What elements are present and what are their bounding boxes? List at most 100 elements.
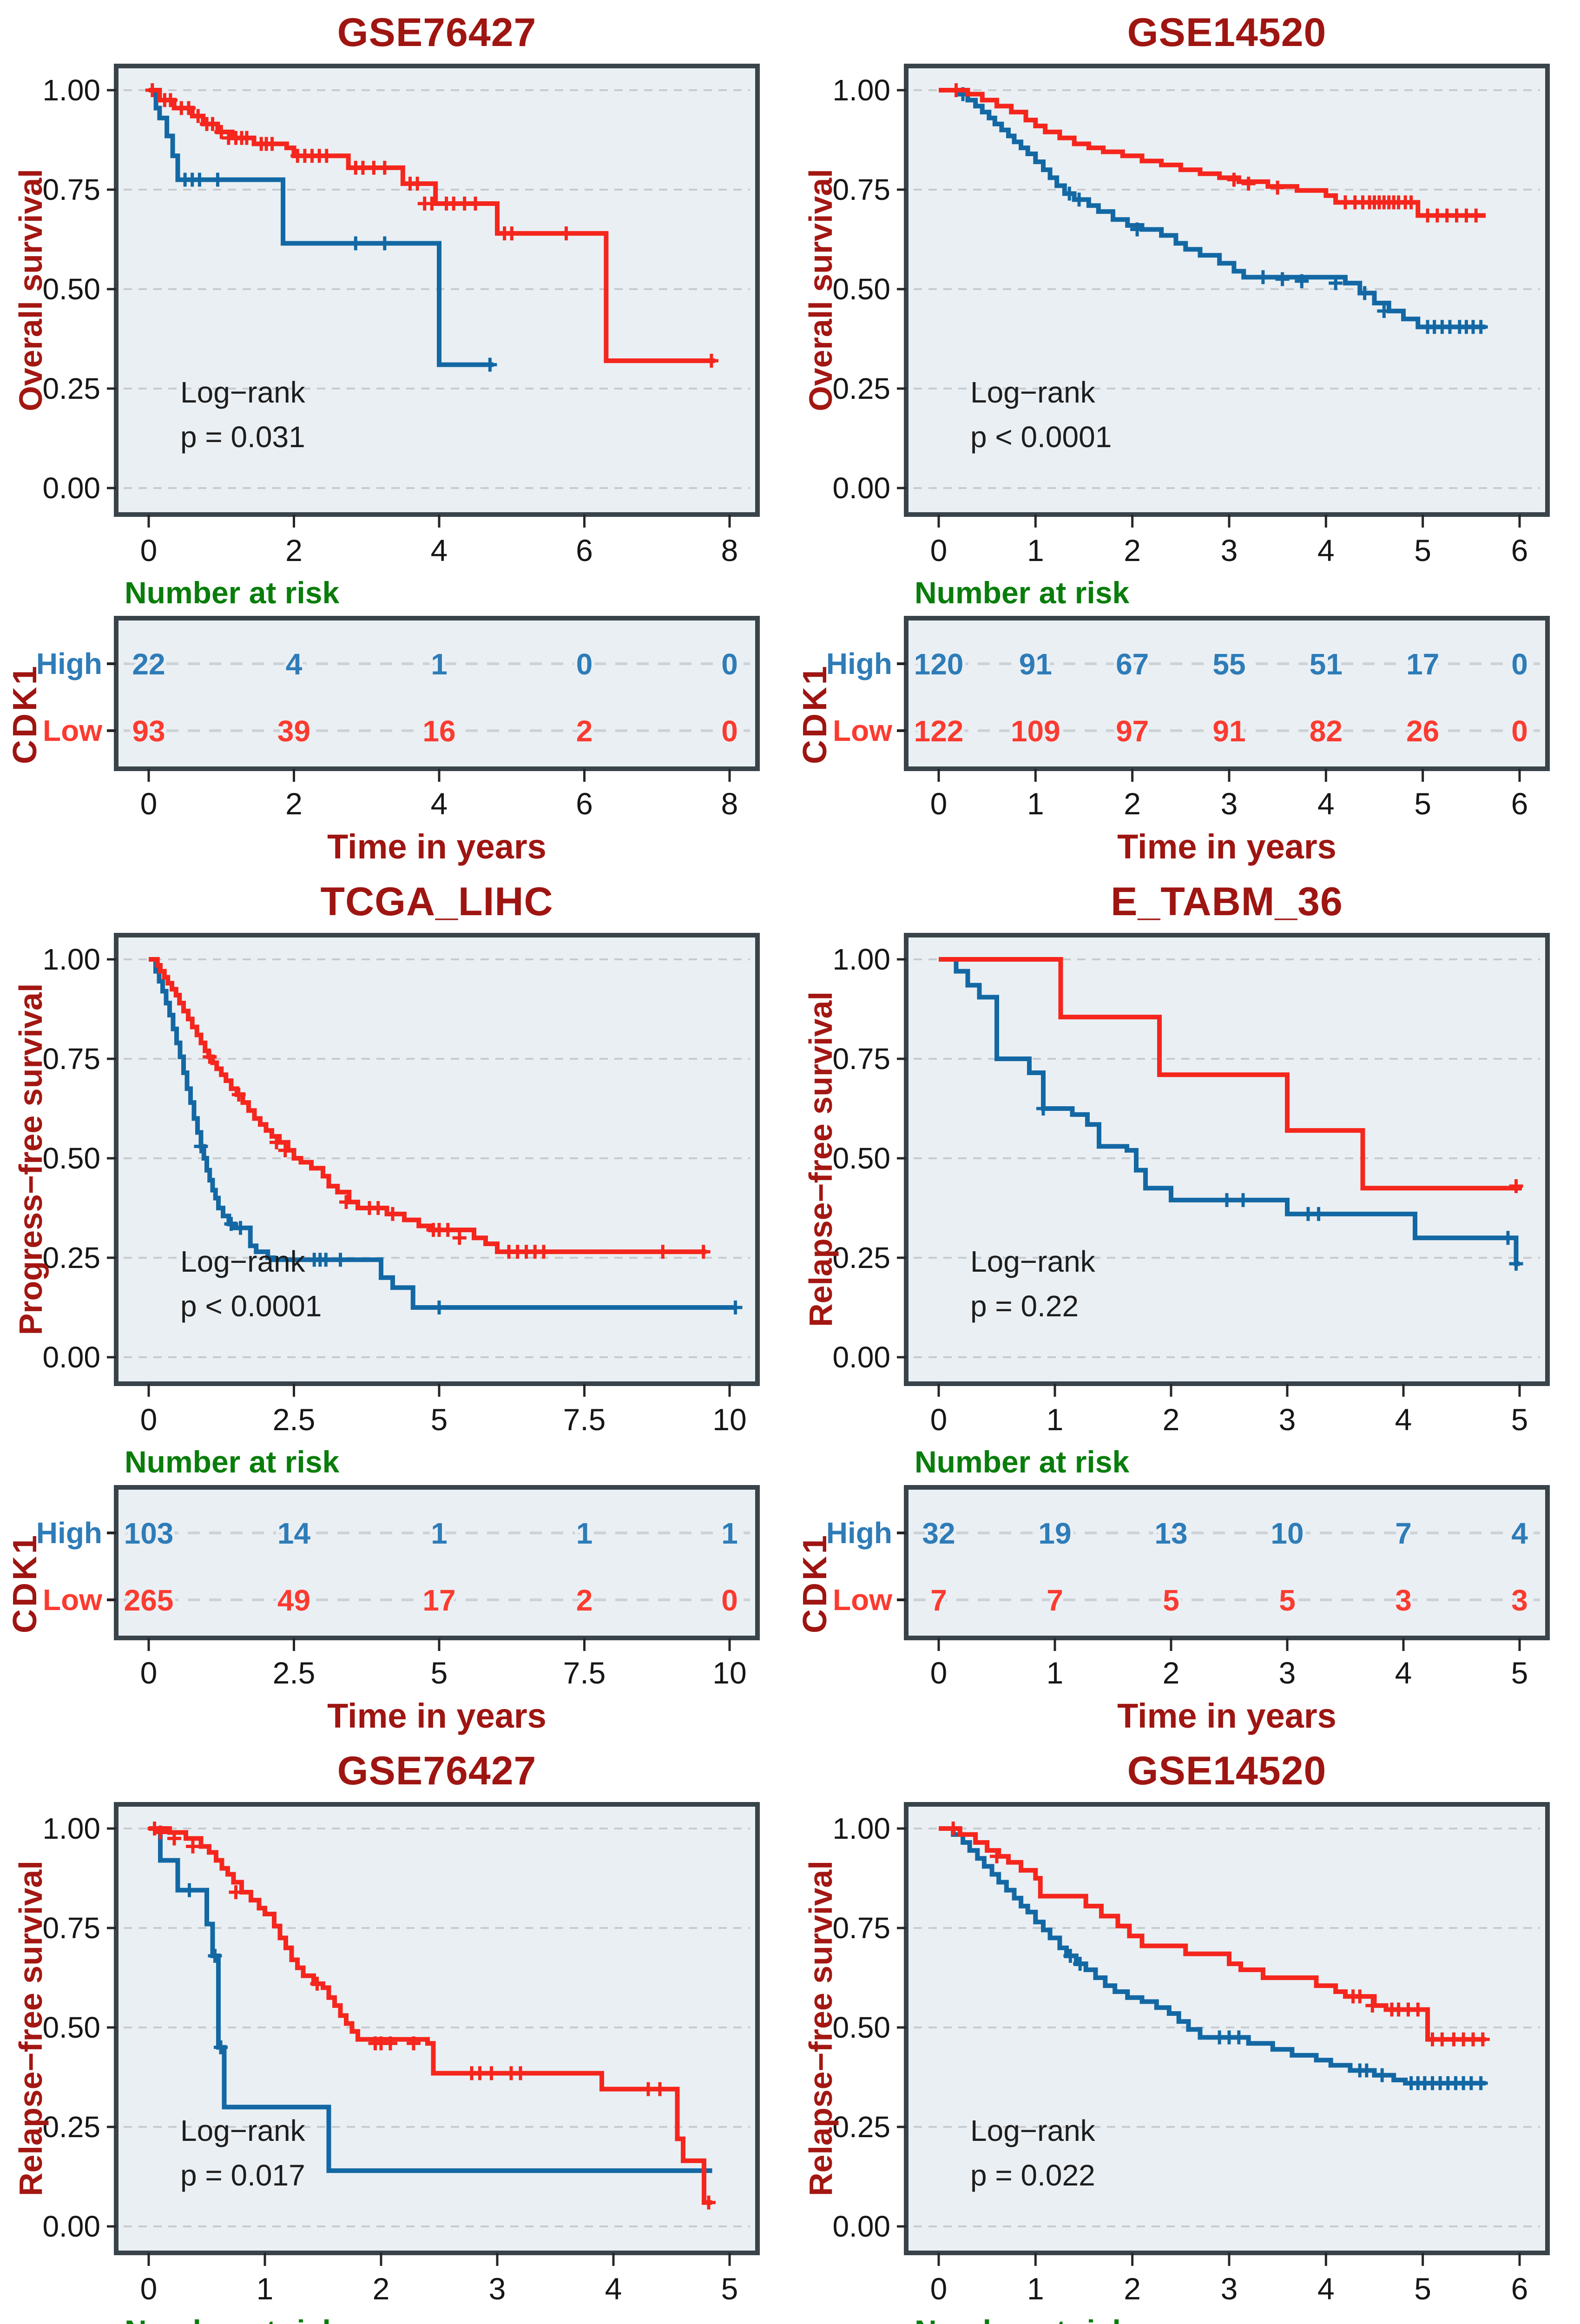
y-tick-label: 0.25 — [42, 372, 100, 405]
km-plot: 1.00 0.75 0.50 0.25 0.00 0 2.5 5 7.5 10 Progress−… — [0, 931, 790, 1442]
risk-row-label: Low — [43, 714, 102, 747]
y-tick-label: 0.50 — [832, 272, 890, 306]
x-tick-label: 0 — [930, 533, 948, 568]
risk-panel — [904, 616, 1550, 771]
number-at-risk-header: Number at risk — [125, 2311, 790, 2324]
risk-count: 122 — [914, 714, 964, 748]
x-tick-label: 0 — [140, 2271, 158, 2306]
risk-count: 17 — [422, 1584, 455, 1617]
logrank-label: Log−rank — [970, 376, 1095, 409]
km-chart-canvas: 1.00 0.75 0.50 0.25 0.00 0 1 2 3 4 5 6 — [832, 1802, 1550, 2306]
gene-label: CDK1 — [797, 663, 834, 765]
risk-count: 103 — [124, 1517, 174, 1550]
x-tick-label: 1 — [1027, 533, 1044, 568]
number-at-risk-header: Number at risk — [125, 1445, 340, 1479]
y-tick-label: 1.00 — [832, 943, 890, 976]
risk-count: 1 — [721, 1517, 738, 1550]
risk-table: High 120 91 67 55 51 17 0 Low 122 109 97 91 82 26 0 0 1 2 3… — [790, 615, 1580, 825]
y-tick-label: 1.00 — [832, 1812, 890, 1845]
risk-count: 0 — [721, 714, 738, 748]
logrank-label: Log−rank — [180, 2114, 305, 2147]
km-chart-canvas: 1.00 0.75 0.50 0.25 0.00 0 2 4 6 8 — [42, 64, 760, 568]
pvalue-text: p = 0.22 — [970, 1289, 1079, 1323]
x-tick-label: 10 — [712, 1402, 746, 1437]
risk-x-tick-label: 6 — [576, 786, 593, 821]
risk-count: 4 — [286, 647, 303, 681]
y-tick-label: 0.25 — [832, 2110, 890, 2144]
x-tick-label: 5 — [721, 2271, 738, 2306]
x-tick-label: 2 — [373, 2271, 390, 2306]
risk-count: 67 — [1116, 647, 1149, 681]
gene-label: CDK1 — [7, 1532, 44, 1634]
y-tick-label: 0.25 — [42, 2110, 100, 2144]
risk-panel — [904, 1485, 1550, 1640]
logrank-annotation: Log−rank p = 0.017 — [180, 2108, 305, 2198]
x-tick-label: 5 — [1414, 2271, 1431, 2306]
y-axis-label: Overall survival — [13, 169, 49, 411]
km-chart-canvas: 1.00 0.75 0.50 0.25 0.00 0 2.5 5 7.5 10 — [42, 933, 760, 1437]
y-tick-label: 0.75 — [42, 1911, 100, 1945]
risk-table: High 22 4 1 0 0 Low 93 39 16 2 0 0 2 4 6 8 CDK1 — [0, 615, 790, 825]
curve-high — [939, 957, 1520, 1266]
risk-x-tick-label: 0 — [930, 786, 948, 821]
survival-panel-e-tabm-36: E_TABM_36 1.00 0.75 0.50 0.25 0.00 0 1 2 3 4 5 Rel… — [790, 876, 1580, 1745]
risk-x-tick-label: 0 — [930, 1656, 948, 1690]
x-axis-label: Time in years — [1117, 1697, 1336, 1735]
curve-high — [149, 957, 736, 1310]
number-at-risk-header: Number at risk — [915, 2311, 1580, 2324]
y-tick-label: 1.00 — [832, 73, 890, 107]
x-tick-label: 0 — [930, 1402, 948, 1437]
survival-panel-tcga-lihc: TCGA_LIHC 1.00 0.75 0.50 0.25 0.00 0 2.5 5 7.5 10… — [0, 876, 790, 1745]
number-at-risk-header: Number at risk — [125, 575, 340, 610]
x-tick-label: 4 — [431, 533, 448, 568]
x-tick-label: 3 — [1221, 2271, 1238, 2306]
risk-x-tick-label: 7.5 — [563, 1656, 606, 1690]
risk-count: 0 — [721, 647, 738, 681]
risk-count: 109 — [1011, 714, 1060, 748]
risk-x-tick-label: 5 — [1511, 1656, 1528, 1690]
curve-low — [939, 88, 1486, 218]
curve-low — [149, 1826, 712, 2205]
risk-panel — [114, 1485, 760, 1640]
y-tick-label: 0.75 — [832, 1911, 890, 1945]
x-tick-label: 0 — [930, 2271, 948, 2306]
risk-count: 0 — [576, 647, 593, 681]
risk-count: 17 — [1406, 647, 1439, 681]
y-tick-label: 0.00 — [832, 471, 890, 505]
risk-x-tick-label: 4 — [1317, 786, 1335, 821]
risk-table-canvas: High 103 14 1 1 1 Low 265 49 17 2 0 0 2.5 5 7.5 10 — [36, 1485, 760, 1690]
x-tick-label: 2 — [1124, 2271, 1141, 2306]
x-tick-label: 7.5 — [563, 1402, 606, 1437]
curve-high — [149, 1826, 712, 2173]
risk-row-label: High — [36, 1516, 102, 1550]
km-chart-canvas: 1.00 0.75 0.50 0.25 0.00 0 1 2 3 4 5 — [832, 933, 1550, 1437]
x-tick-label: 5 — [1511, 1402, 1528, 1437]
pvalue-text: p < 0.0001 — [180, 1289, 322, 1323]
risk-count: 3 — [1511, 1584, 1528, 1617]
risk-count: 7 — [930, 1584, 947, 1617]
curve-high — [939, 1826, 1486, 2086]
risk-count: 1 — [431, 1517, 448, 1550]
risk-table-canvas: High 22 4 1 0 0 Low 93 39 16 2 0 0 2 4 6 8 — [36, 616, 760, 821]
y-axis-label: Overall survival — [803, 169, 839, 411]
y-tick-label: 0.50 — [832, 1142, 890, 1175]
y-tick-label: 0.75 — [42, 173, 100, 206]
x-tick-label: 2 — [1124, 533, 1141, 568]
risk-count: 13 — [1154, 1517, 1187, 1550]
y-tick-label: 1.00 — [42, 943, 100, 976]
risk-row-label: High — [826, 1516, 892, 1550]
survival-panel-gse76427-rfs: GSE76427 1.00 0.75 0.50 0.25 0.00 0 1 2 3 4 5 Rela… — [0, 1745, 790, 2324]
risk-table-canvas: High 120 91 67 55 51 17 0 Low 122 109 97 91 82 26 0 0 1 2 3… — [826, 616, 1550, 821]
risk-x-tick-label: 6 — [1511, 786, 1528, 821]
x-tick-label: 1 — [257, 2271, 274, 2306]
survival-panel-gse14520-os: GSE14520 1.00 0.75 0.50 0.25 0.00 0 1 2 3 4 5 6 Ove… — [790, 7, 1580, 876]
y-axis-label: Relapse−free survival — [803, 991, 839, 1327]
risk-count: 5 — [1279, 1584, 1296, 1617]
logrank-annotation: Log−rank p < 0.0001 — [180, 1239, 322, 1328]
risk-count: 14 — [277, 1517, 311, 1550]
risk-count: 16 — [422, 714, 455, 748]
chart-title: GSE14520 — [1127, 10, 1327, 55]
number-at-risk-header: Number at risk — [915, 575, 1130, 610]
risk-count: 26 — [1406, 714, 1439, 748]
chart-title: TCGA_LIHC — [320, 879, 553, 924]
